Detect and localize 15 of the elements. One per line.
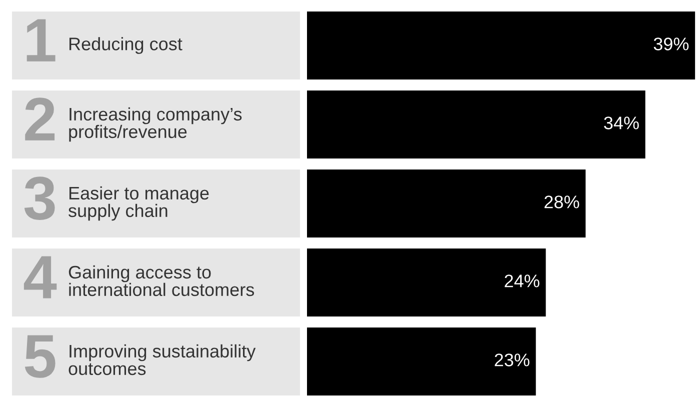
- data-label: 34%: [604, 116, 639, 130]
- y-tick-label: Reducing cost: [69, 37, 182, 54]
- data-label: 28%: [544, 196, 580, 208]
- y-tick-label: Gaining access to international customers: [68, 265, 254, 296]
- text: 2: [25, 98, 55, 140]
- text: 4: [24, 256, 57, 298]
- y-tick-label: Easier to manage supply chain: [68, 186, 209, 221]
- y-tick-label: Improving sustainability outcomes: [68, 344, 256, 376]
- text: 3: [24, 176, 55, 220]
- data-label: 24%: [504, 274, 540, 288]
- data-label: 23%: [494, 354, 530, 366]
- data-label: 39%: [654, 38, 689, 50]
- text: 5: [24, 335, 56, 378]
- y-tick-label: Increasing company’s profits/revenue: [69, 107, 242, 142]
- text: 1: [26, 19, 56, 62]
